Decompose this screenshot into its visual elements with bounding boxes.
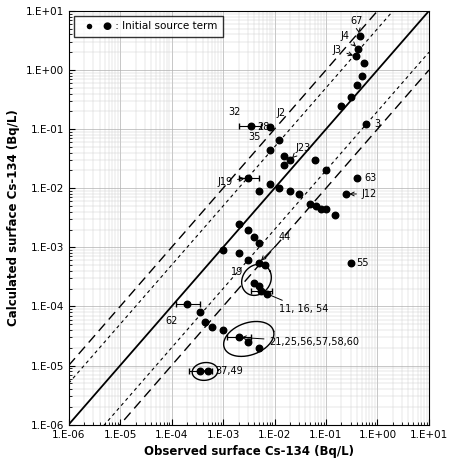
Point	[307, 200, 314, 207]
Point	[235, 333, 242, 341]
Point	[347, 93, 354, 101]
Point	[196, 308, 203, 316]
Point	[322, 167, 329, 174]
Point	[354, 82, 361, 89]
Point	[202, 318, 209, 325]
Point	[255, 239, 263, 246]
Text: J3: J3	[333, 45, 352, 56]
Point	[255, 344, 263, 352]
Point	[183, 300, 191, 308]
Point	[354, 45, 362, 53]
Text: J4: J4	[340, 31, 355, 46]
Text: 11, 16, 54: 11, 16, 54	[265, 292, 328, 314]
Point	[204, 367, 211, 375]
Point	[235, 220, 242, 227]
Point	[275, 137, 282, 144]
Point	[356, 32, 363, 40]
Point	[250, 279, 258, 286]
Point	[354, 174, 361, 181]
Point	[219, 326, 227, 334]
Point	[263, 291, 270, 298]
Point	[286, 187, 293, 195]
Point	[244, 257, 251, 264]
Point	[266, 180, 273, 187]
Point	[295, 190, 303, 198]
Text: J19: J19	[217, 177, 244, 186]
Point	[244, 226, 251, 233]
Point	[331, 212, 339, 219]
Legend: ● : Initial source term: ● : Initial source term	[74, 16, 222, 37]
Point	[275, 185, 282, 192]
Point	[359, 72, 366, 80]
Point	[362, 121, 369, 128]
Text: 28: 28	[257, 122, 269, 132]
Point	[250, 233, 258, 241]
Point	[280, 161, 287, 168]
Text: 32: 32	[228, 107, 241, 117]
Point	[255, 282, 263, 290]
Point	[286, 156, 293, 164]
Text: 63: 63	[364, 173, 376, 183]
Y-axis label: Calculated surface Cs-134 (Bq/L): Calculated surface Cs-134 (Bq/L)	[7, 109, 20, 326]
Point	[248, 122, 255, 129]
Point	[280, 153, 287, 160]
Point	[266, 123, 273, 130]
Text: 44: 44	[262, 232, 291, 260]
Point	[219, 246, 227, 254]
Point	[258, 288, 265, 295]
Text: 19: 19	[231, 266, 243, 277]
Point	[360, 60, 368, 67]
X-axis label: Observed surface Cs-134 (Bq/L): Observed surface Cs-134 (Bq/L)	[144, 445, 354, 458]
Text: 37,49: 37,49	[203, 366, 243, 376]
Text: J2: J2	[277, 108, 286, 118]
Text: 35: 35	[249, 132, 261, 142]
Point	[313, 202, 320, 210]
Point	[338, 102, 345, 109]
Point	[347, 259, 354, 266]
Point	[244, 339, 251, 346]
Text: 62: 62	[165, 316, 177, 326]
Point	[266, 146, 273, 153]
Text: 21,25,56,57,58,60: 21,25,56,57,58,60	[243, 336, 359, 347]
Point	[255, 259, 263, 266]
Point	[196, 367, 203, 375]
Point	[244, 174, 251, 181]
Point	[311, 156, 318, 164]
Point	[343, 190, 350, 198]
Point	[208, 323, 215, 331]
Text: 55: 55	[356, 258, 369, 268]
Point	[322, 205, 329, 213]
Text: J12: J12	[350, 189, 377, 199]
Point	[255, 187, 263, 195]
Point	[235, 249, 242, 257]
Text: 3: 3	[374, 120, 380, 129]
Point	[352, 53, 359, 60]
Text: J23: J23	[293, 143, 310, 158]
Point	[261, 261, 268, 269]
Text: 67: 67	[351, 16, 363, 32]
Point	[317, 205, 324, 213]
